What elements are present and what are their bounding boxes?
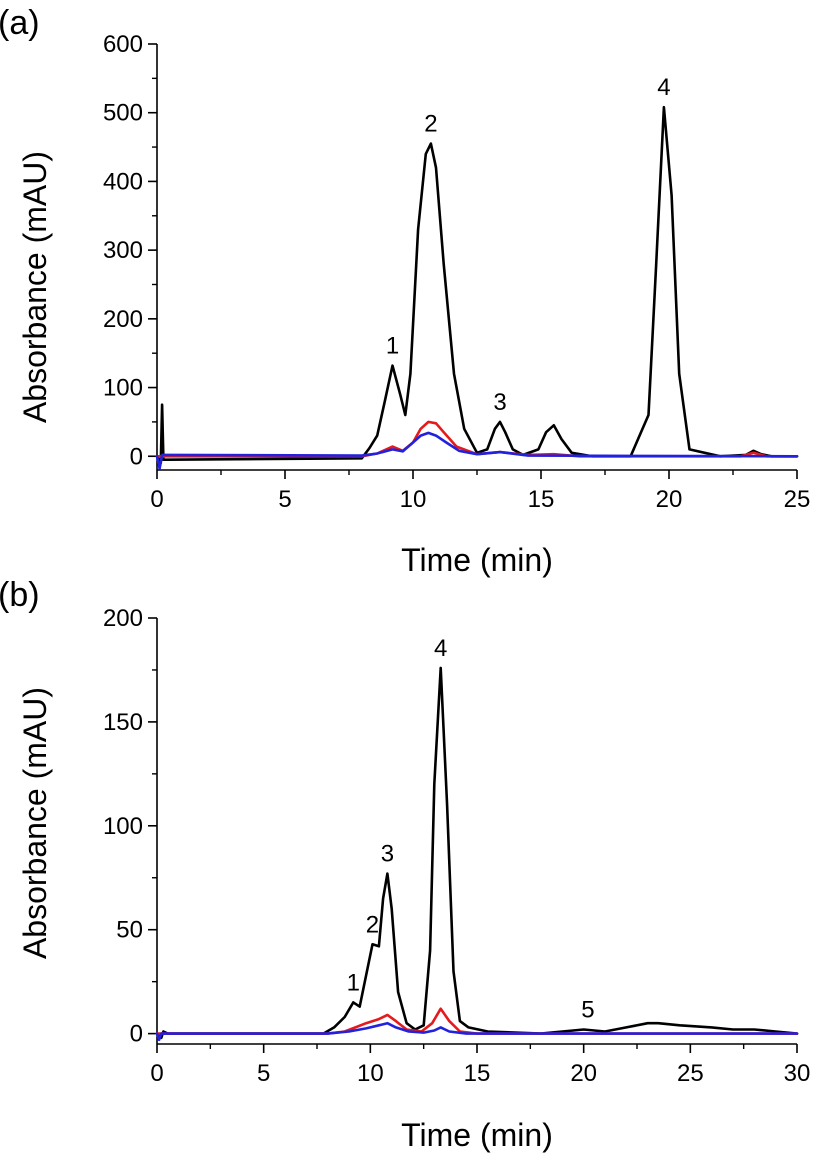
series-red-b <box>155 1007 799 1035</box>
y-tick-label-b: 200 <box>103 605 143 632</box>
x-tick-label-b: 5 <box>257 1060 270 1087</box>
axes-a: 0 5 10 15 20 25 0 100 200 300 400 500 600 <box>103 31 810 513</box>
y-axis-title-a: Absorbance (mAU) <box>17 151 53 423</box>
y-tick-label-a: 0 <box>130 443 143 470</box>
panel-label-b: (b) <box>0 576 40 614</box>
y-tick-label-b: 50 <box>116 917 143 944</box>
peak-labels-b: 1 2 3 4 5 <box>347 635 595 1024</box>
peak-label-a: 3 <box>493 389 506 416</box>
x-tick-label-b: 25 <box>677 1060 704 1087</box>
y-tick-label-a: 200 <box>103 306 143 333</box>
x-tick-label-a: 10 <box>400 486 427 513</box>
y-tick-label-a: 100 <box>103 375 143 402</box>
peak-label-a: 4 <box>657 74 670 101</box>
series-blue-a <box>155 431 799 470</box>
peak-label-a: 1 <box>386 333 399 360</box>
x-tick-label-b: 0 <box>150 1060 163 1087</box>
x-axis-title-a: Time (min) <box>401 542 553 578</box>
x-tick-label-b: 30 <box>784 1060 811 1087</box>
series-group-b <box>155 666 799 1042</box>
chart-panel-b: (b) Absorbance (mAU) Time (min) 0 5 10 15 20… <box>0 576 810 1153</box>
series-black-a <box>155 105 799 465</box>
series-black-b <box>155 666 799 1040</box>
y-tick-label-b: 100 <box>103 813 143 840</box>
peak-label-b: 2 <box>366 911 379 938</box>
y-tick-label-b: 0 <box>130 1021 143 1048</box>
x-tick-label-a: 20 <box>656 486 683 513</box>
peak-label-b: 4 <box>434 635 447 662</box>
y-tick-label-b: 150 <box>103 709 143 736</box>
x-tick-label-a: 25 <box>784 486 811 513</box>
x-tick-label-a: 15 <box>528 486 555 513</box>
x-tick-label-b: 15 <box>464 1060 491 1087</box>
x-tick-label-b: 10 <box>357 1060 384 1087</box>
x-axis-title-b: Time (min) <box>401 1117 553 1153</box>
x-tick-label-a: 5 <box>278 486 291 513</box>
series-blue-b <box>155 1021 799 1042</box>
series-group-a <box>155 105 799 470</box>
y-axis-title-b: Absorbance (mAU) <box>17 687 53 959</box>
chart-panel-a: (a) Absorbance (mAU) Time (min) 0 5 10 15 20… <box>0 4 810 578</box>
peak-label-a: 2 <box>424 111 437 138</box>
y-tick-label-a: 500 <box>103 100 143 127</box>
y-tick-label-a: 600 <box>103 31 143 58</box>
peak-label-b: 5 <box>581 996 594 1023</box>
panel-label-a: (a) <box>0 4 40 42</box>
y-tick-label-a: 300 <box>103 237 143 264</box>
peak-label-b: 3 <box>381 841 394 868</box>
peak-label-b: 1 <box>347 969 360 996</box>
y-tick-label-a: 400 <box>103 168 143 195</box>
x-tick-label-a: 0 <box>150 486 163 513</box>
peak-labels-a: 1 2 3 4 <box>386 74 671 416</box>
x-tick-label-b: 20 <box>570 1060 597 1087</box>
